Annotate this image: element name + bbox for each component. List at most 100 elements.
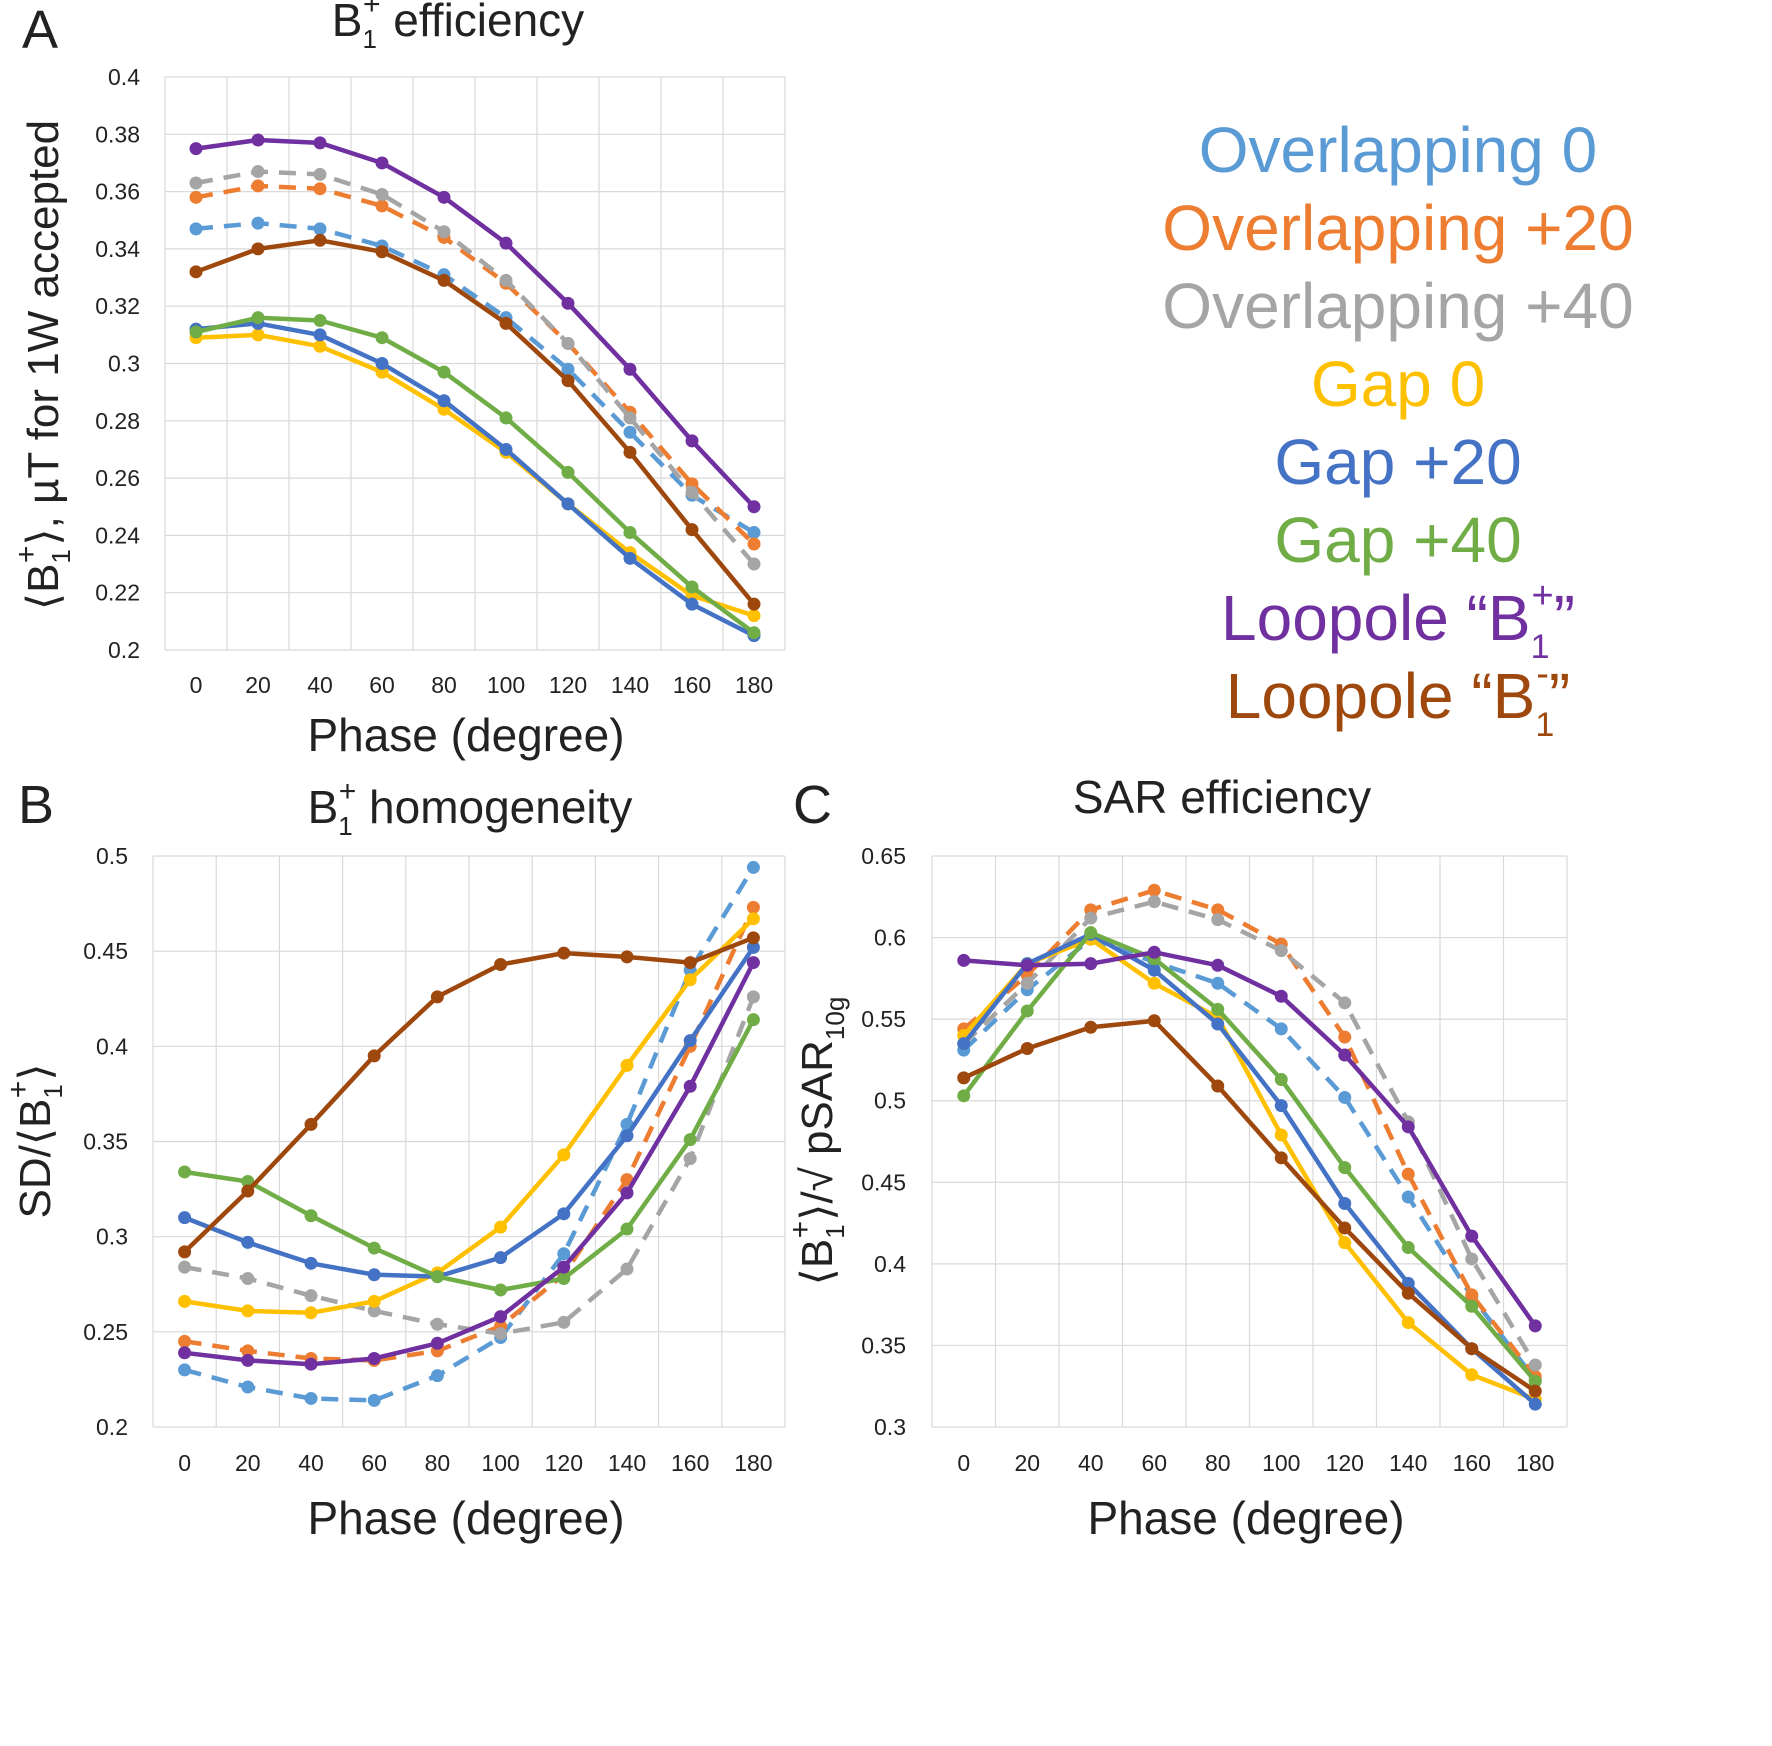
- data-point: [1401, 1286, 1415, 1300]
- y-tick-label: 0.2: [108, 637, 140, 663]
- x-tick-label: 80: [431, 672, 457, 698]
- data-point: [1211, 958, 1225, 972]
- data-point: [241, 1235, 255, 1249]
- x-tick-label: 0: [178, 1450, 191, 1476]
- chart-title: SAR efficiency: [1073, 771, 1371, 823]
- data-point: [957, 1071, 971, 1085]
- data-point: [1274, 1128, 1288, 1142]
- data-point: [1401, 1120, 1415, 1134]
- series-4: [178, 940, 760, 1284]
- data-point: [746, 912, 760, 926]
- data-point: [251, 216, 265, 230]
- y-tick-label: 0.5: [96, 843, 128, 869]
- data-point: [375, 187, 389, 201]
- data-point: [367, 1393, 381, 1407]
- data-point: [620, 1262, 634, 1276]
- x-tick-label: 20: [1014, 1450, 1040, 1476]
- data-point: [251, 165, 265, 179]
- legend-entry: Gap +20: [1274, 426, 1521, 498]
- panel-c: C SAR efficiency 0.3 0.35 0.4 0.45 0.5 0.55 0.6 0…: [784, 771, 1568, 1544]
- data-point: [437, 394, 451, 408]
- data-point: [1338, 1090, 1352, 1104]
- data-point: [241, 1272, 255, 1286]
- data-point: [1084, 926, 1098, 940]
- y-tick-label: 0.45: [83, 938, 128, 964]
- x-axis-label: Phase (degree): [1087, 1492, 1404, 1544]
- data-point: [561, 336, 575, 350]
- series-line: [962, 888, 1538, 1378]
- data-point: [1465, 1252, 1479, 1266]
- data-point: [557, 1148, 571, 1162]
- data-point: [178, 1245, 192, 1259]
- x-tick-label: 120: [549, 672, 587, 698]
- y-tick-label: 0.45: [861, 1169, 906, 1195]
- x-tick-label: 40: [1078, 1450, 1104, 1476]
- x-tick-label: 60: [361, 1450, 387, 1476]
- data-point: [437, 273, 451, 287]
- data-point: [1274, 1073, 1288, 1087]
- data-point: [437, 225, 451, 239]
- data-point: [1401, 1316, 1415, 1330]
- series-6: [957, 945, 1542, 1333]
- series-line: [195, 183, 756, 546]
- data-point: [178, 1334, 192, 1348]
- data-point: [685, 523, 699, 537]
- data-point: [499, 236, 513, 250]
- panel-letter: C: [793, 775, 832, 835]
- series-line: [961, 930, 1538, 1383]
- x-tick-label: 160: [1453, 1450, 1491, 1476]
- legend-entry: Overlapping +40: [1162, 270, 1633, 342]
- data-point: [1465, 1299, 1479, 1313]
- y-tick-label: 0.4: [874, 1251, 906, 1277]
- data-point: [746, 1013, 760, 1027]
- data-point: [561, 497, 575, 511]
- y-tick-label: 0.35: [861, 1332, 906, 1358]
- legend-entry: Loopole “B1+”: [1221, 575, 1575, 666]
- y-tick-label: 0.34: [95, 236, 140, 262]
- x-tick-label: 40: [298, 1450, 324, 1476]
- series-line: [195, 321, 756, 638]
- data-point: [747, 557, 761, 571]
- data-point: [1465, 1342, 1479, 1356]
- x-tick-label: 0: [957, 1450, 970, 1476]
- data-point: [957, 1037, 971, 1051]
- data-point: [1338, 1161, 1352, 1175]
- data-point: [313, 182, 327, 196]
- data-point: [1401, 1167, 1415, 1181]
- data-point: [251, 133, 265, 147]
- data-point: [747, 609, 761, 623]
- data-point: [494, 1220, 508, 1234]
- y-tick-label: 0.4: [96, 1033, 128, 1059]
- x-tick-label: 140: [611, 672, 649, 698]
- data-point: [1465, 1229, 1479, 1243]
- data-point: [557, 1272, 571, 1286]
- data-point: [747, 537, 761, 551]
- y-tick-label: 0.38: [95, 121, 140, 147]
- series-7: [189, 233, 761, 611]
- x-tick-label: 60: [369, 672, 395, 698]
- data-point: [1211, 903, 1225, 917]
- data-point: [313, 233, 327, 247]
- data-point: [241, 1353, 255, 1367]
- series-line: [962, 932, 1537, 1406]
- data-point: [304, 1289, 318, 1303]
- data-point: [494, 957, 508, 971]
- data-point: [375, 156, 389, 170]
- data-point: [1147, 883, 1161, 897]
- chart-title: B1+ homogeneity: [308, 775, 633, 841]
- data-point: [557, 1247, 571, 1261]
- data-point: [1465, 1288, 1479, 1302]
- y-tick-label: 0.65: [861, 843, 906, 869]
- panel-letter: B: [18, 775, 54, 835]
- data-point: [367, 1304, 381, 1318]
- y-tick-label: 0.6: [874, 925, 906, 951]
- series-6: [189, 133, 761, 514]
- data-point: [430, 1270, 444, 1284]
- data-point: [620, 1173, 634, 1187]
- data-point: [1528, 1319, 1542, 1333]
- data-point: [557, 1207, 571, 1221]
- x-tick-label: 120: [545, 1450, 583, 1476]
- y-tick-label: 0.25: [83, 1319, 128, 1345]
- data-point: [683, 1152, 697, 1166]
- data-point: [620, 950, 634, 964]
